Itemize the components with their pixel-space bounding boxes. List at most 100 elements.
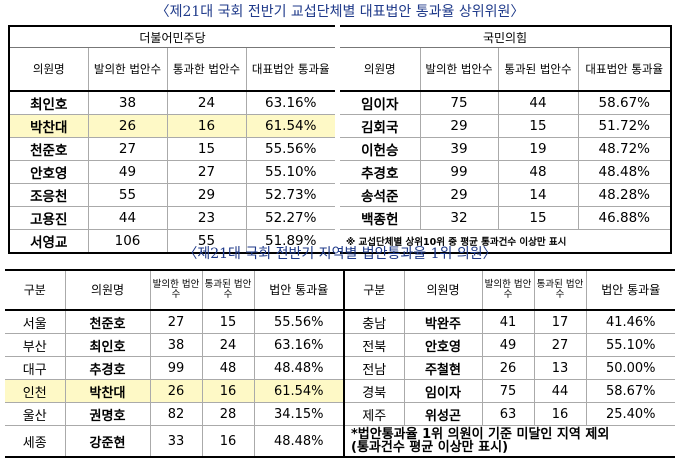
pass-rate: 50.00% [585,356,675,380]
table-footnote-row: ※ 교섭단체별 상위10위 중 평균 통과건수 이상만 표시 [340,230,671,254]
pass-rate: 51.72% [577,114,672,138]
member-name: 천준호 [64,310,150,334]
pass-rate: 58.67% [577,91,672,115]
proposed-count: 26 [481,356,534,380]
member-name: 임이자 [340,91,420,115]
pass-rate: 63.16% [245,91,335,115]
region-name: 전남 [343,356,404,380]
table-row: 대구 추경호 99 48 48.48% 전남 주철현 26 13 50.00% [5,356,675,380]
passed-count: 16 [166,114,246,138]
pass-rate: 61.54% [253,379,344,403]
pass-rate: 52.27% [245,206,335,230]
pass-rate: 52.73% [245,183,335,207]
pass-rate: 48.48% [253,356,344,380]
member-name: 최인호 [9,91,88,115]
header-proposed: 발의한 법안수 [481,270,534,311]
table-row: 서울 천준호 27 15 55.56% 충남 박완주 41 17 41.46% [5,310,675,334]
region-name: 부산 [5,333,65,357]
table-row: 울산 권명호 82 28 34.15% 제주 위성곤 63 16 25.40% [5,402,675,426]
table-row: 백종헌 32 15 46.88% [340,206,672,230]
table-row: 천준호 27 15 55.56% [9,137,335,161]
region-name-highlighted: 인천 [5,379,65,403]
header-rate: 대표법안 통과율 [245,47,335,92]
member-name: 조응천 [9,183,88,207]
table-row: 세종 강준현 33 16 48.48% *법안통과율 1위 의원이 기준 미달인… [5,425,675,457]
member-name: 서영교 [30,235,68,251]
header-rate: 법안 통과율 [585,270,675,311]
pass-rate: 48.48% [253,425,344,457]
passed-count: 17 [533,310,586,334]
header-name: 의원명 [403,270,482,311]
passed-count: 23 [166,206,246,230]
member-name: 이헌승 [340,137,420,161]
member-name: 송석준 [340,183,420,207]
header-rate: 대표법안 통과율 [577,47,672,92]
member-name: 추경호 [340,160,420,184]
passed-count: 15 [497,114,578,138]
regional-table: 구분 의원명 발의한 법안수 통과된 법안수 법안 통과율 구분 의원명 발의한… [5,269,675,458]
pass-rate: 55.56% [253,310,344,334]
pass-rate: 55.56% [245,137,335,161]
table-row: 임이자 75 44 58.67% [340,91,672,115]
member-name: 위성곤 [403,402,482,426]
pass-rate: 46.88% [577,206,672,230]
header-proposed: 발의한 법안수 [87,47,167,92]
member-name: 안호영 [403,333,482,357]
pass-rate: 61.54% [245,114,335,138]
region-name: 대구 [5,356,65,380]
passed-count: 19 [497,137,578,161]
passed-count: 48 [497,160,578,184]
proposed-count: 27 [87,137,167,161]
proposed-count: 44 [87,206,167,230]
footnote-line-1: *법안통과율 1위 의원이 기준 미달인 지역 제외 [351,427,610,442]
proposed-count: 49 [87,160,167,184]
table-row: 조응천 55 29 52.73% [9,183,335,207]
header-passed: 통과된 법안수 [533,270,586,311]
region-name: 제주 [343,402,404,426]
proposed-count: 106 [87,229,167,253]
proposed-count: 82 [149,402,202,426]
member-name: 김회국 [340,114,420,138]
pass-rate: 48.28% [577,183,672,207]
passed-count: 44 [497,91,578,115]
passed-count: 55 [166,229,246,253]
proposed-count: 75 [419,91,498,115]
proposed-count: 39 [419,137,498,161]
header-region: 구분 [343,270,404,311]
region-name: 울산 [5,402,65,426]
bottom-table-title: 〈제21대 국회 전반기 지역별 법안통과율 1위 의원〉 [183,246,497,262]
pass-rate: 25.40% [585,402,675,426]
passed-count: 15 [201,310,254,334]
member-name: 박완주 [403,310,482,334]
table-row: 송석준 29 14 48.28% [340,183,672,207]
member-name-highlighted: 박찬대 [64,379,150,403]
pass-rate: 34.15% [253,402,344,426]
table-row: 부산 최인호 38 24 63.16% 전북 안호영 49 27 55.10% [5,333,675,357]
passed-count: 29 [166,183,246,207]
pass-rate: 58.67% [585,379,675,403]
pass-rate: 55.10% [585,333,675,357]
proposed-count: 38 [149,333,202,357]
passed-count: 48 [201,356,254,380]
footnote-text: ※ 교섭단체별 상위10위 중 평균 통과건수 이상만 표시 [346,237,567,248]
passed-count: 24 [201,333,254,357]
header-proposed: 발의한 법안수 [149,270,202,311]
passed-count: 27 [166,160,246,184]
proposed-count: 27 [149,310,202,334]
member-name: 최인호 [64,333,150,357]
header-rate: 법안 통과율 [253,270,344,311]
proposed-count: 75 [481,379,534,403]
democratic-party-table: 더불어민주당 의원명 발의한 법안수 통과한 법안수 대표법안 통과율 최인호 … [8,25,335,254]
group-header-democratic: 더불어민주당 [9,26,335,48]
people-power-party-table: 국민의힘 의원명 발의한 법안수 통과된 법안수 대표법안 통과율 임이자 75… [340,25,673,254]
member-name: 주철현 [403,356,482,380]
passed-count: 16 [201,379,254,403]
proposed-count: 99 [149,356,202,380]
proposed-count: 63 [481,402,534,426]
region-name: 서울 [5,310,65,334]
header-passed: 통과된 법안수 [497,47,578,92]
member-name: 권명호 [64,402,150,426]
proposed-count: 38 [87,91,167,115]
pass-rate: 51.89% [245,229,335,253]
proposed-count: 49 [481,333,534,357]
